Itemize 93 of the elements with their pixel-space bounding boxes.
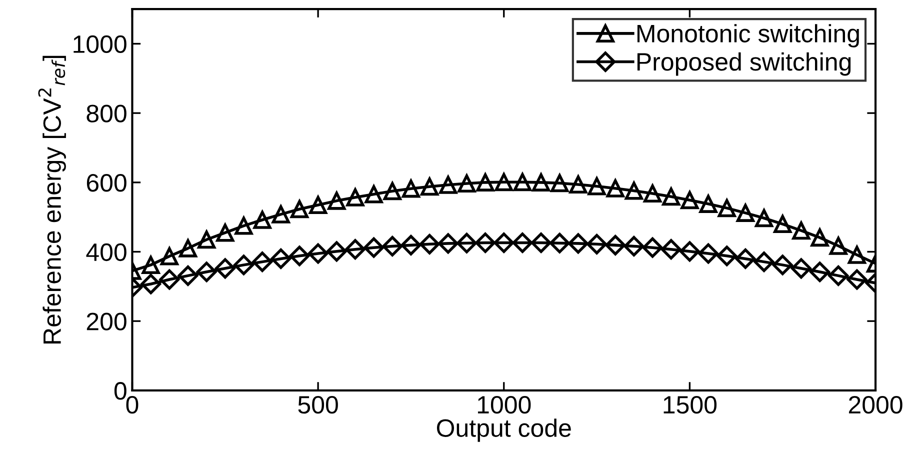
- x-tick-label: 1000: [478, 396, 531, 414]
- y-tick-label: 0: [114, 382, 126, 400]
- point: [475, 232, 496, 253]
- point: [458, 174, 476, 192]
- point: [662, 188, 680, 206]
- point: [660, 239, 682, 260]
- point: [755, 209, 774, 228]
- point: [198, 230, 216, 249]
- point: [476, 173, 494, 192]
- point: [810, 228, 829, 247]
- point: [569, 175, 588, 194]
- point: [326, 241, 347, 262]
- point: [308, 243, 328, 264]
- point: [140, 274, 162, 294]
- point: [550, 174, 569, 192]
- point: [196, 262, 217, 282]
- y-tick-label: 400: [86, 243, 126, 262]
- point: [754, 252, 774, 272]
- point: [252, 252, 273, 272]
- y-tick-label: 200: [86, 312, 126, 330]
- point: [328, 192, 346, 210]
- point: [494, 232, 514, 253]
- point: [605, 234, 626, 256]
- point: [364, 237, 384, 258]
- point: [160, 247, 178, 266]
- point: [383, 182, 402, 200]
- point: [848, 246, 866, 264]
- point: [716, 246, 738, 266]
- point: [828, 265, 849, 286]
- point: [364, 185, 383, 204]
- point: [698, 243, 719, 264]
- point: [438, 233, 458, 254]
- point: [346, 188, 364, 206]
- point: [846, 269, 868, 290]
- point: [439, 176, 458, 194]
- point: [790, 258, 812, 279]
- point: [588, 177, 606, 196]
- point: [624, 182, 643, 200]
- point: [606, 179, 624, 198]
- point: [530, 232, 552, 253]
- point: [253, 210, 272, 229]
- point: [644, 184, 662, 203]
- point: [216, 224, 234, 242]
- point: [772, 254, 793, 276]
- point: [624, 236, 644, 256]
- point: [456, 232, 477, 254]
- point: [774, 215, 792, 234]
- point: [400, 234, 422, 256]
- point: [419, 234, 440, 254]
- point: [142, 256, 160, 274]
- point: [642, 237, 663, 258]
- point: [568, 233, 588, 254]
- point: [402, 180, 420, 198]
- point: [178, 239, 198, 258]
- x-tick-label: 2000: [848, 396, 902, 414]
- point: [270, 248, 292, 269]
- point: [234, 254, 254, 276]
- y-tick-label: 800: [86, 104, 126, 122]
- y-tick-label: 600: [86, 174, 126, 192]
- point: [810, 262, 830, 282]
- point: [736, 204, 754, 222]
- x-tick-label: 500: [298, 396, 338, 414]
- y-tick-label: 1000: [74, 35, 126, 54]
- point: [344, 239, 366, 260]
- point: [549, 232, 570, 254]
- point: [214, 258, 236, 279]
- point: [735, 248, 756, 269]
- point: [234, 216, 253, 235]
- point: [829, 236, 848, 255]
- point: [420, 178, 439, 196]
- point: [272, 205, 290, 224]
- point: [494, 173, 513, 192]
- point: [289, 246, 310, 266]
- point: [792, 222, 810, 240]
- point: [382, 236, 403, 256]
- point: [532, 173, 550, 192]
- point: [679, 241, 700, 262]
- point: [178, 265, 198, 286]
- point: [699, 194, 718, 213]
- point: [290, 200, 309, 218]
- point: [718, 199, 736, 218]
- point: [513, 173, 532, 192]
- x-tick-label: 0: [126, 396, 138, 414]
- y-axis-title: Reference energy [CV$^{2}$$_{ref}$]: [38, 56, 66, 344]
- legend-label: Proposed switching: [637, 52, 851, 76]
- point: [680, 191, 699, 210]
- point: [309, 196, 328, 214]
- point: [512, 232, 533, 253]
- x-tick-label: 1500: [664, 396, 717, 414]
- point: [159, 269, 180, 290]
- x-axis-title: Output code: [436, 418, 571, 442]
- point: [586, 234, 608, 254]
- legend-label: Monotonic switching: [637, 24, 859, 48]
